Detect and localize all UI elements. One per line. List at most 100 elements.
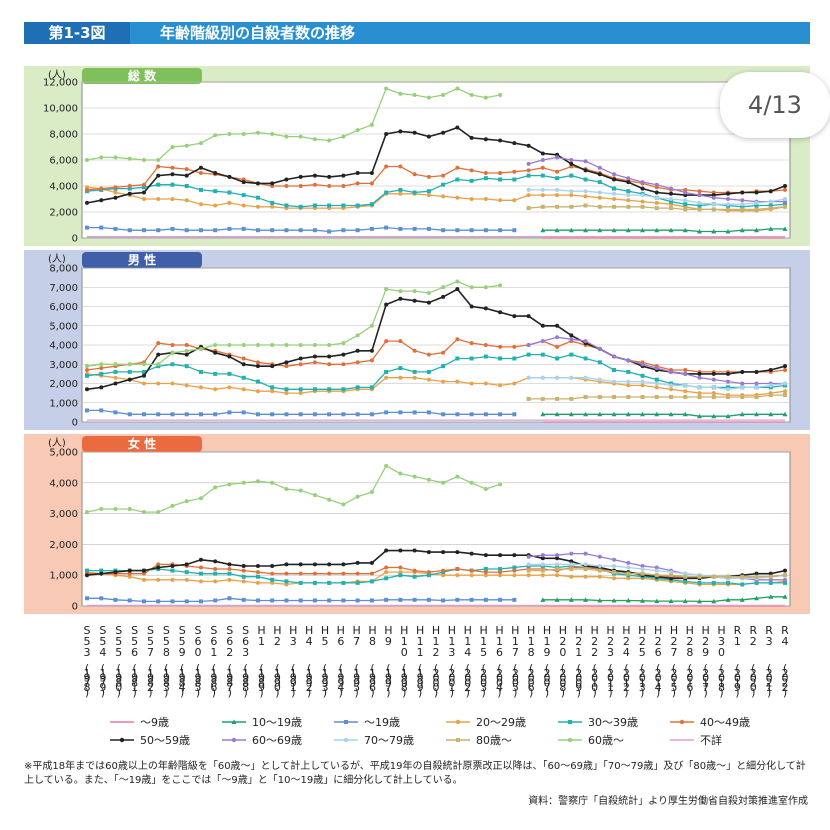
data-point [597,346,602,351]
legend-label: 80歳〜 [476,734,512,747]
data-point [255,598,260,603]
data-point [640,379,645,384]
data-point [184,562,189,567]
data-point [156,173,161,178]
data-point [469,480,474,485]
data-point [270,563,275,568]
data-point [426,174,431,179]
data-point [241,375,246,380]
data-point [255,360,260,365]
data-point [213,350,218,355]
data-point [298,387,303,392]
data-point [512,573,517,578]
data-point [711,207,716,212]
data-point [469,356,474,361]
data-point [99,571,104,576]
y-tick-label: 2,000 [49,379,78,390]
data-point [327,580,332,585]
data-point [512,356,517,361]
data-point [141,362,146,367]
data-point [626,571,631,576]
data-point [156,599,161,604]
data-point [754,369,759,374]
data-point [227,571,232,576]
data-point [141,228,146,233]
data-point [455,379,460,384]
data-point [441,194,446,199]
x-tick-year: (1985) [195,662,202,699]
data-point [626,560,631,565]
data-point [412,568,417,573]
legend-item-40: 40〜49歳 [670,716,750,729]
data-point [483,306,488,311]
data-point [426,597,431,602]
data-point [412,130,417,135]
data-point [298,356,303,361]
data-point [156,565,161,570]
data-point [99,506,104,511]
data-point [170,412,175,417]
data-point [270,580,275,585]
data-point [754,574,759,579]
data-point [341,184,346,188]
data-point [669,573,674,578]
data-point [327,184,332,188]
data-point [555,335,560,340]
data-point [554,411,560,417]
data-point [469,197,474,201]
data-point [312,562,317,567]
data-point [198,202,203,207]
data-point [555,396,560,401]
data-point [99,371,104,376]
x-tick-year: (2001) [448,662,455,699]
data-point [697,394,702,399]
data-point [355,128,360,133]
panel-2: 女 性 (人) 0 1,000 2,000 3,000 4,000 5,000 [24,434,810,614]
data-point [455,412,460,417]
data-point [612,368,617,373]
data-point [127,156,132,161]
x-tick-label: H 2 6 (2014) [654,624,662,699]
x-tick-label: H 1 7 (2005) [511,624,519,699]
data-point [754,227,760,233]
header-bar [24,22,810,44]
data-point [369,579,374,584]
data-point [654,565,659,570]
data-point [184,499,189,504]
x-tick-year: (1988) [242,662,249,699]
data-point [241,387,246,392]
x-tick-year: (1984) [179,662,186,699]
x-tick-year: (2008) [559,662,566,699]
page-indicator[interactable]: 4/13 [720,72,830,138]
data-point [612,172,617,177]
data-point [213,228,218,233]
data-point [312,571,317,576]
data-point [284,486,289,491]
data-point [113,190,118,195]
data-point [355,571,360,576]
x-tick-label: H 2 1 (2009) [575,624,583,699]
panel-title: 総 数 [128,68,157,83]
data-point [355,598,360,603]
data-point [555,556,560,561]
data-point [227,385,232,390]
data-point [611,227,617,233]
data-point [512,381,517,386]
data-point [369,490,374,495]
data-point [612,177,617,182]
data-point [739,597,745,602]
legend: 〜9歳 10〜19歳 〜19歳 20〜29歳 30〜39歳 40〜49歳 50〜59歳 60〜… [110,716,750,747]
data-point [384,369,389,374]
legend-label: 60〜69歳 [252,734,302,747]
data-point [384,287,389,292]
data-point [654,573,659,578]
data-point [141,568,146,573]
data-point [612,204,617,209]
data-point [99,568,104,573]
data-point [198,346,203,351]
